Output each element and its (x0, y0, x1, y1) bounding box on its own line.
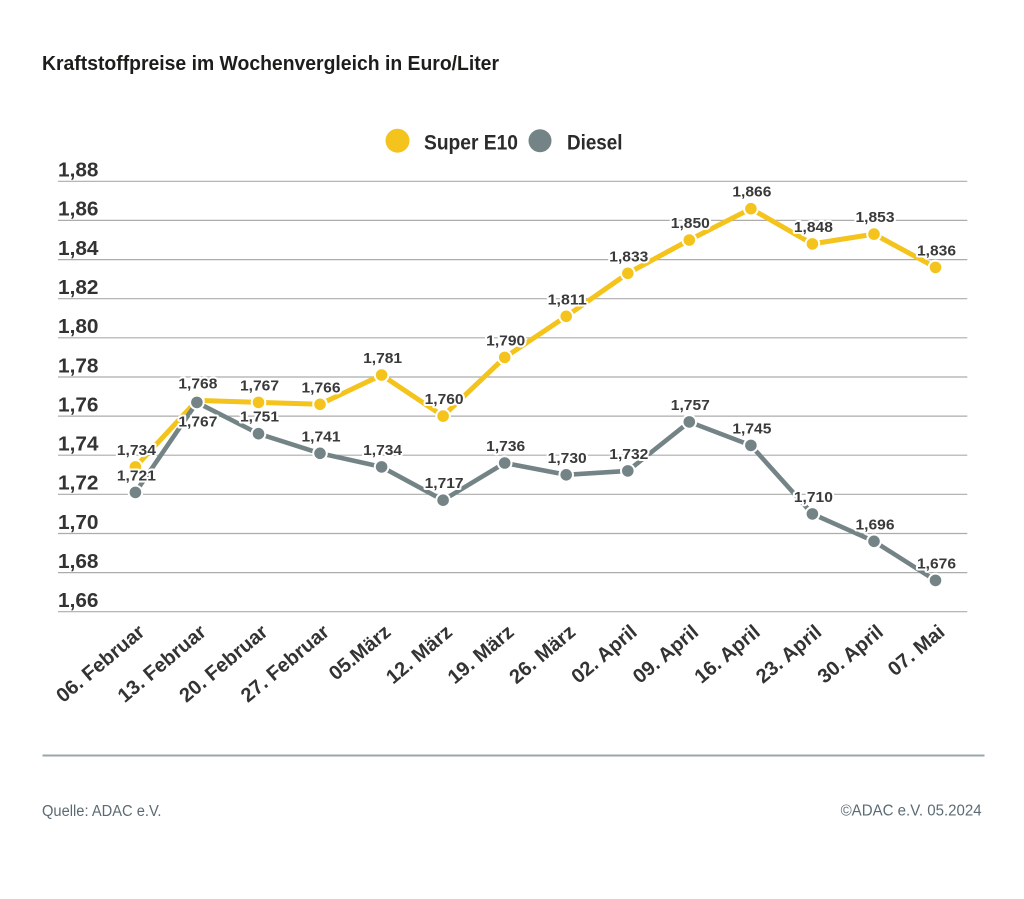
svg-text:1,721: 1,721 (117, 467, 156, 484)
svg-text:1,84: 1,84 (58, 238, 99, 260)
svg-text:12. März: 12. März (382, 621, 457, 689)
svg-text:1,790: 1,790 (486, 332, 525, 349)
svg-text:1,766: 1,766 (302, 379, 341, 396)
svg-text:1,811: 1,811 (548, 291, 587, 308)
svg-text:1,734: 1,734 (117, 442, 157, 459)
svg-text:Quelle: ADAC e.V.: Quelle: ADAC e.V. (42, 803, 162, 820)
svg-text:02. April: 02. April (567, 621, 641, 688)
svg-text:1,710: 1,710 (794, 489, 833, 506)
svg-text:1,717: 1,717 (425, 475, 464, 492)
svg-text:1,853: 1,853 (856, 209, 895, 226)
svg-text:Super E10: Super E10 (424, 132, 518, 155)
svg-text:07. Mai: 07. Mai (884, 621, 949, 681)
svg-text:Kraftstoffpreise im Wochenverg: Kraftstoffpreise im Wochenvergleich in E… (42, 52, 499, 75)
svg-text:1,88: 1,88 (58, 160, 99, 182)
svg-text:1,66: 1,66 (58, 590, 99, 612)
svg-text:09. April: 09. April (629, 621, 703, 688)
svg-text:1,833: 1,833 (609, 248, 648, 265)
svg-text:1,836: 1,836 (917, 242, 956, 259)
svg-text:Diesel: Diesel (567, 132, 623, 155)
svg-text:1,866: 1,866 (732, 184, 771, 201)
svg-text:19. März: 19. März (444, 621, 519, 689)
svg-text:16. April: 16. April (691, 621, 765, 688)
svg-text:1,72: 1,72 (58, 473, 99, 495)
svg-text:1,757: 1,757 (671, 397, 710, 414)
svg-text:1,78: 1,78 (58, 355, 99, 377)
svg-text:1,741: 1,741 (302, 428, 341, 445)
svg-text:1,768: 1,768 (178, 375, 217, 392)
svg-text:26. März: 26. März (505, 621, 580, 689)
svg-text:1,696: 1,696 (856, 516, 895, 533)
svg-text:1,86: 1,86 (58, 199, 99, 221)
svg-text:1,848: 1,848 (794, 219, 833, 236)
svg-text:1,767: 1,767 (178, 413, 217, 430)
svg-text:1,70: 1,70 (58, 512, 99, 534)
svg-text:1,745: 1,745 (732, 420, 771, 437)
svg-text:23. April: 23. April (752, 621, 826, 688)
svg-text:1,751: 1,751 (240, 409, 279, 426)
svg-text:1,76: 1,76 (58, 394, 99, 416)
svg-text:1,676: 1,676 (917, 555, 956, 572)
svg-text:1,850: 1,850 (671, 215, 710, 232)
svg-text:1,730: 1,730 (548, 450, 587, 467)
svg-text:1,68: 1,68 (58, 551, 99, 573)
svg-text:1,82: 1,82 (58, 277, 99, 299)
svg-text:1,734: 1,734 (363, 442, 403, 459)
svg-text:1,767: 1,767 (240, 377, 279, 394)
svg-text:©ADAC e.V. 05.2024: ©ADAC e.V. 05.2024 (841, 803, 982, 820)
svg-text:1,760: 1,760 (425, 391, 464, 408)
svg-text:1,80: 1,80 (58, 316, 99, 338)
svg-text:1,736: 1,736 (486, 438, 525, 455)
svg-text:30. April: 30. April (814, 621, 888, 688)
svg-text:1,781: 1,781 (363, 350, 402, 367)
svg-text:1,732: 1,732 (609, 446, 648, 463)
svg-text:1,74: 1,74 (58, 434, 99, 456)
